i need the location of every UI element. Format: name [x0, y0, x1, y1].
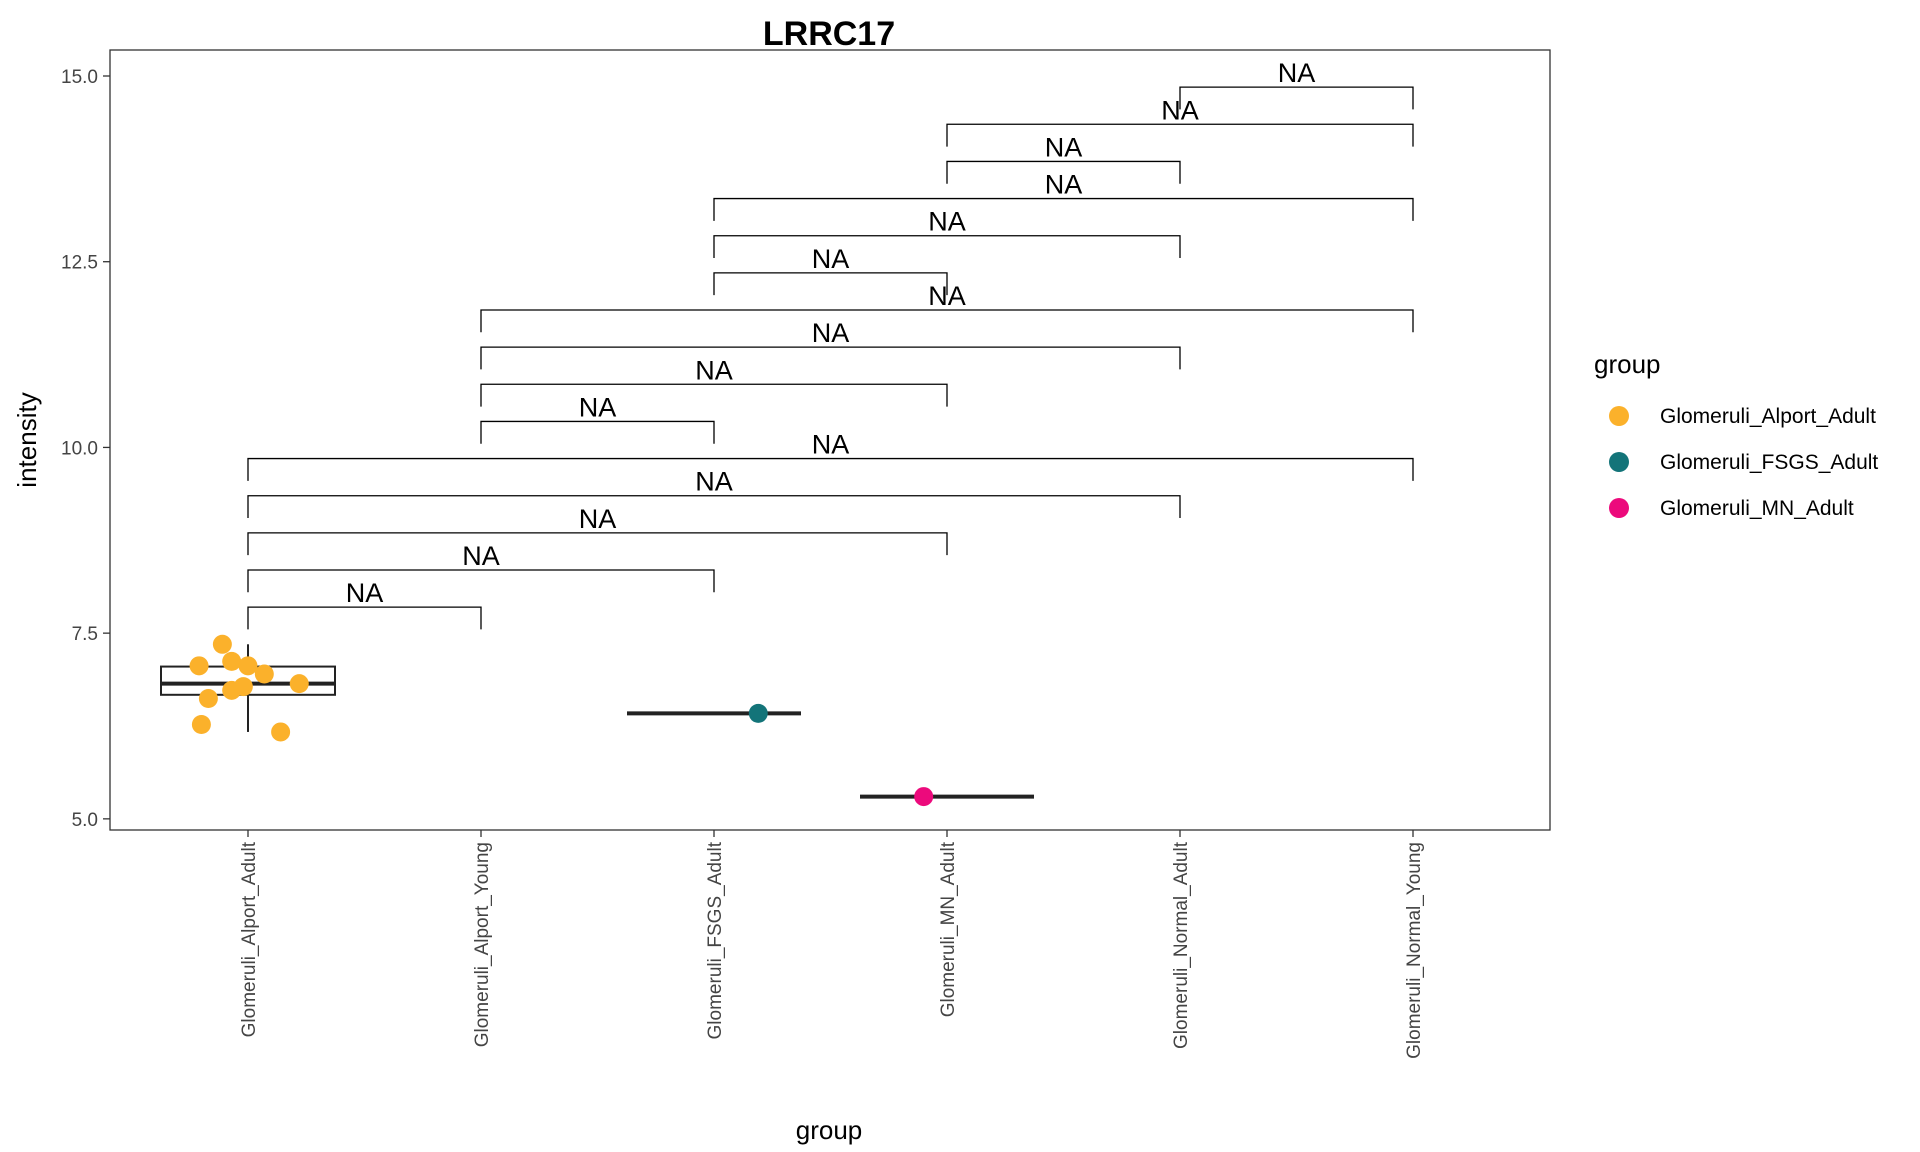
data-point: [254, 664, 274, 684]
data-point: [212, 634, 232, 654]
legend-key: [1609, 406, 1629, 426]
x-tick-label: Glomeruli_Normal_Young: [1404, 842, 1425, 1059]
y-tick-label: 7.5: [72, 624, 98, 645]
comparison-bracket: [480, 309, 1414, 333]
data-point: [238, 656, 258, 676]
x-tick-label: Glomeruli_Alport_Young: [472, 842, 493, 1047]
x-axis-title: group: [796, 1115, 863, 1145]
y-axis-title: intensity: [12, 392, 42, 487]
comparison-label: NA: [346, 578, 384, 608]
data-point: [914, 787, 934, 807]
comparison-bracket: [247, 569, 715, 593]
legend-label: Glomeruli_Alport_Adult: [1660, 405, 1876, 428]
data-point: [191, 715, 211, 735]
comparison-bracket: [247, 532, 948, 556]
comparison-bracket: [713, 197, 1414, 221]
comparison-bracket: [713, 235, 1181, 258]
comparison-label: NA: [579, 392, 617, 422]
y-tick-label: 12.5: [61, 253, 98, 274]
comparison-bracket: [247, 495, 1181, 518]
comparison-label: NA: [695, 467, 733, 497]
comparison-bracket: [247, 606, 482, 630]
legend-entries: Glomeruli_Alport_Adult Glomeruli_FSGS_Adu…: [1609, 405, 1878, 520]
comparison-label: NA: [928, 207, 966, 237]
x-tick-label: Glomeruli_Alport_Adult: [239, 841, 260, 1037]
legend-label: Glomeruli_FSGS_Adult: [1660, 451, 1878, 474]
y-tick-label: 10.0: [61, 438, 98, 459]
plot-panel: [109, 49, 1551, 831]
legend-key: [1609, 498, 1629, 518]
comparison-bracket: [713, 272, 948, 296]
y-tick-label: 5.0: [72, 810, 98, 831]
comparison-bracket: [247, 457, 1414, 481]
comparison-label: NA: [695, 355, 733, 385]
data-point: [189, 656, 209, 676]
comparison-bracket: [1179, 86, 1414, 110]
comparison-bracket: [480, 383, 948, 407]
comparison-bracket: [480, 420, 715, 444]
data-point: [233, 677, 253, 697]
comparison-label: NA: [812, 244, 850, 274]
comparison-bracket: [480, 346, 1181, 370]
comparison-label: NA: [1278, 58, 1316, 88]
data-point: [271, 722, 291, 742]
legend-key: [1609, 452, 1629, 472]
data-point: [748, 703, 768, 723]
comparison-label: NA: [462, 541, 500, 571]
comparison-label: NA: [1045, 170, 1083, 200]
x-tick-label: Glomeruli_MN_Adult: [938, 841, 959, 1017]
x-tick-label: Glomeruli_Normal_Adult: [1171, 841, 1192, 1049]
chart-title: LRRC17: [763, 15, 895, 53]
data-point: [198, 689, 218, 709]
data-point: [222, 651, 242, 671]
data-points: [189, 634, 934, 807]
comparison-bracket: [946, 123, 1414, 147]
legend: group Glomeruli_Alport_Adult Glomeruli_FS…: [1594, 349, 1878, 520]
legend-title: group: [1594, 349, 1661, 379]
comparison-label: NA: [812, 430, 850, 460]
comparison-label: NA: [1045, 132, 1083, 162]
comparison-label: NA: [812, 318, 850, 348]
data-point: [289, 674, 309, 694]
x-tick-label: Glomeruli_FSGS_Adult: [705, 841, 726, 1039]
comparison-label: NA: [579, 504, 617, 534]
comparison-bracket: [946, 160, 1181, 184]
legend-label: Glomeruli_MN_Adult: [1660, 497, 1854, 520]
y-axis: 5.0 7.5 10.0 12.5 15.0: [61, 67, 110, 831]
y-tick-label: 15.0: [61, 67, 98, 88]
x-axis: Glomeruli_Alport_Adult Glomeruli_Alport_Y…: [239, 830, 1425, 1059]
